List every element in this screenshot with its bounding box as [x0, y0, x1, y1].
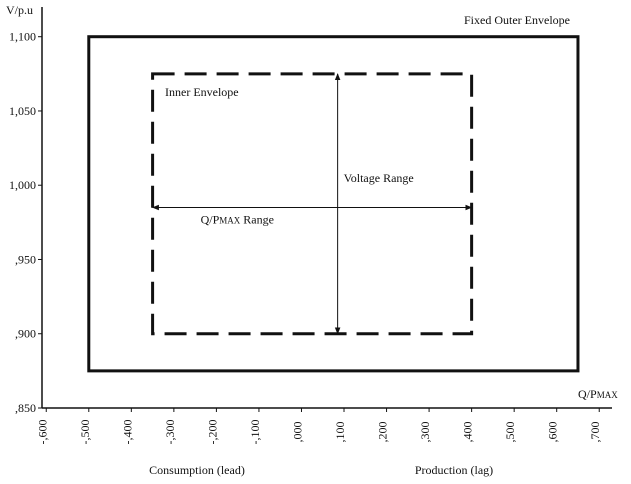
y-tick-label: ,900 [15, 327, 36, 341]
x-tick-label: -,200 [205, 420, 219, 445]
y-tick-label: ,950 [15, 252, 36, 266]
range-label: Voltage Range [344, 171, 414, 185]
y-tick-label: 1,100 [9, 30, 36, 44]
y-tick-label: 1,050 [9, 104, 36, 118]
x-tick-label: ,500 [503, 422, 517, 443]
range-label-part: Range [240, 213, 274, 227]
x-axis-label: Q/PMAX [578, 387, 618, 401]
range-label-part: Q/P [201, 213, 220, 227]
x-note: Consumption (lead) [149, 463, 245, 477]
x-tick-label: -,100 [248, 420, 262, 445]
x-tick-label: -,400 [120, 420, 134, 445]
x-tick-label: ,400 [461, 422, 475, 443]
x-tick-label: ,600 [546, 422, 560, 443]
envelope [151, 72, 474, 336]
x-note: Production (lag) [415, 463, 493, 477]
y-axis-label: V/p.u [6, 3, 33, 17]
range-label: Q/PMAX Range [201, 213, 274, 227]
x-tick-label: ,000 [290, 422, 304, 443]
x-tick-label: -,600 [35, 420, 49, 445]
x-tick-label: ,700 [588, 422, 602, 443]
x-tick-label: ,200 [376, 422, 390, 443]
x-tick-label: -,500 [78, 420, 92, 445]
envelope-label: Fixed Outer Envelope [464, 13, 570, 27]
y-tick-label: 1,000 [9, 178, 36, 192]
envelope [87, 35, 580, 373]
envelope-label: Inner Envelope [165, 85, 239, 99]
x-tick-label: ,100 [333, 422, 347, 443]
range-label-part: MAX [219, 216, 241, 226]
range-label-part: Voltage Range [344, 171, 414, 185]
x-tick-label: ,300 [418, 422, 432, 443]
y-tick-label: ,850 [15, 401, 36, 415]
x-tick-label: -,300 [163, 420, 177, 445]
